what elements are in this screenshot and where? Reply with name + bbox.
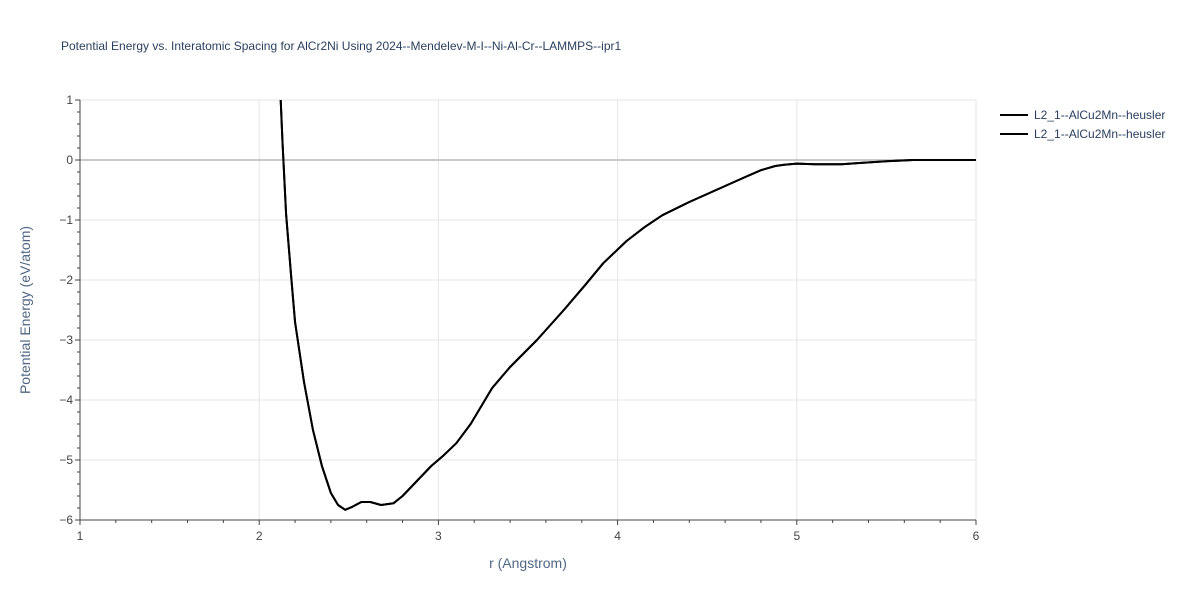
y-tick-label: −5 [59,453,73,467]
chart-title: Potential Energy vs. Interatomic Spacing… [61,39,621,53]
grid-lines [80,99,977,520]
x-tick-label: 6 [973,529,980,543]
series-line-2 [279,100,976,511]
axes [75,99,977,525]
x-axis-title: r (Angstrom) [489,555,567,571]
y-tick-label: 1 [66,93,73,107]
y-tick-label: −3 [59,333,73,347]
x-tick-label: 1 [77,529,84,543]
legend-item-1[interactable]: L2_1--AlCu2Mn--heusler [1000,108,1165,122]
legend[interactable]: L2_1--AlCu2Mn--heusler L2_1--AlCu2Mn--heu… [1000,108,1165,141]
legend-item-2[interactable]: L2_1--AlCu2Mn--heusler [1000,127,1165,141]
series-lines [279,100,976,511]
y-tick-label: −2 [59,273,73,287]
tick-labels: 1 2 3 4 5 6 1 0 −1 −2 −3 −4 −5 −6 [59,93,979,543]
x-tick-label: 3 [435,529,442,543]
y-tick-label: 0 [66,153,73,167]
x-tick-label: 4 [614,529,621,543]
y-tick-label: −6 [59,513,73,527]
y-tick-label: −4 [59,393,73,407]
y-axis-title: Potential Energy (eV/atom) [17,226,33,394]
y-tick-label: −1 [59,213,73,227]
legend-label: L2_1--AlCu2Mn--heusler [1034,127,1165,141]
x-tick-label: 5 [793,529,800,543]
legend-label: L2_1--AlCu2Mn--heusler [1034,108,1165,122]
x-tick-label: 2 [256,529,263,543]
